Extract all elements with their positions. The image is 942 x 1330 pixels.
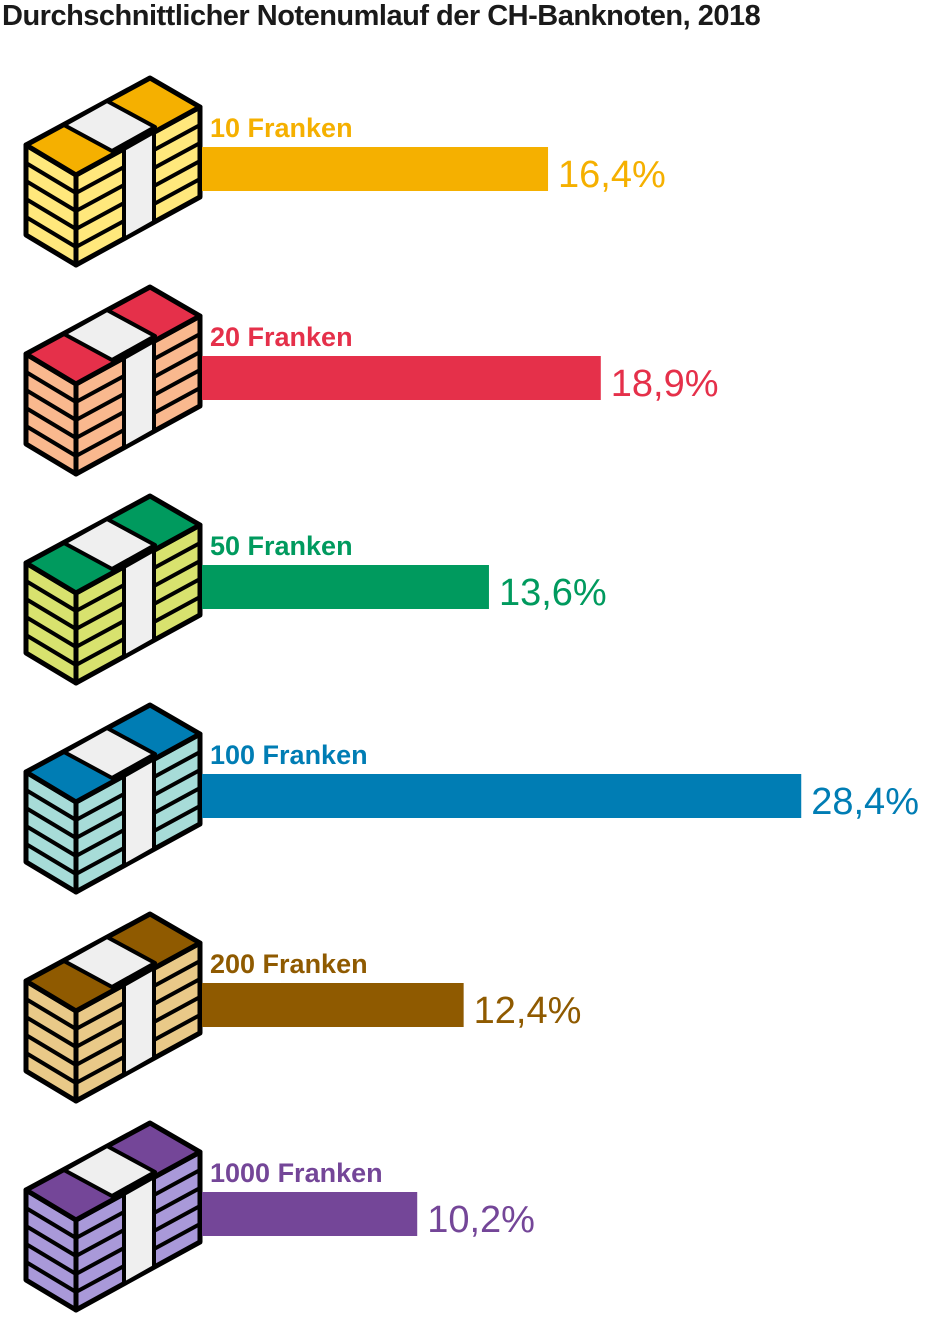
category-label: 1000 Franken: [210, 1158, 383, 1188]
value-label: 10,2%: [427, 1199, 535, 1241]
bar: [202, 1192, 418, 1236]
value-label: 18,9%: [611, 363, 719, 405]
banknote-stack-icon: [23, 1120, 203, 1313]
value-label: 28,4%: [811, 781, 919, 823]
banknote-stack-icon: [23, 284, 203, 477]
category-label: 200 Franken: [210, 949, 368, 979]
banknote-stack-icon: [23, 702, 203, 895]
value-label: 12,4%: [474, 990, 582, 1032]
bar: [202, 983, 464, 1027]
banknote-stack-icon: [23, 493, 203, 686]
bar: [202, 356, 601, 400]
category-label: 20 Franken: [210, 322, 353, 352]
value-label: 13,6%: [499, 572, 607, 614]
category-label: 10 Franken: [210, 113, 353, 143]
chart-title: Durchschnittlicher Notenumlauf der CH-Ba…: [2, 0, 761, 32]
bar: [202, 774, 802, 818]
banknote-stack-icon: [23, 911, 203, 1104]
bar: [202, 565, 489, 609]
value-label: 16,4%: [558, 154, 666, 196]
category-label: 100 Franken: [210, 740, 368, 770]
category-label: 50 Franken: [210, 531, 353, 561]
bar: [202, 147, 549, 191]
banknote-stack-icon: [23, 75, 203, 268]
